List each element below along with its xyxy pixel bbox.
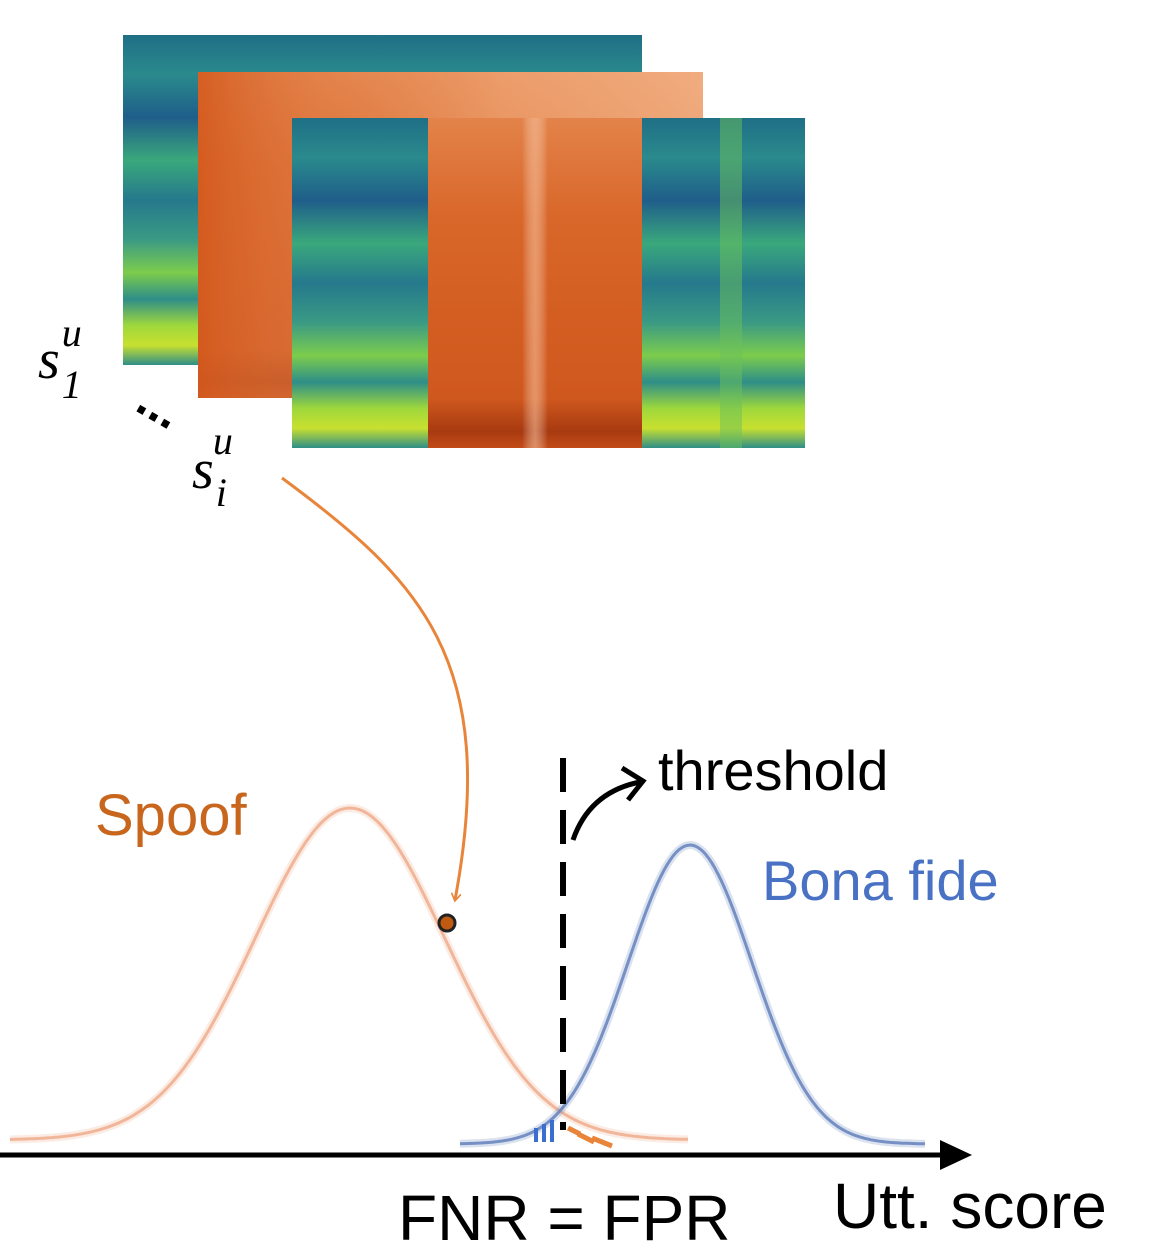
error-hatches	[534, 1120, 613, 1149]
threshold-label: threshold	[658, 739, 888, 802]
threshold-arrow	[570, 779, 641, 841]
axis-label: Utt. score	[833, 1170, 1107, 1242]
spectrogram-stripe	[720, 118, 742, 448]
axis-arrowhead	[940, 1140, 972, 1170]
operating-point-label: FNR = FPR	[398, 1182, 730, 1249]
sample-arrow	[281, 476, 469, 900]
spectrogram-stack	[123, 35, 805, 448]
threshold-arrowhead	[620, 765, 647, 802]
frame-label: s1u	[38, 310, 82, 407]
frame-label: siu	[192, 418, 233, 515]
spoof-distribution	[9, 806, 689, 1141]
ellipsis: ...	[128, 371, 192, 440]
bona-fide-label: Bona fide	[762, 849, 999, 912]
spoof-distribution	[9, 803, 689, 1144]
sample-point	[437, 913, 457, 933]
spectrogram-patch-shade	[428, 118, 642, 448]
spoof-label: Spoof	[95, 783, 247, 848]
